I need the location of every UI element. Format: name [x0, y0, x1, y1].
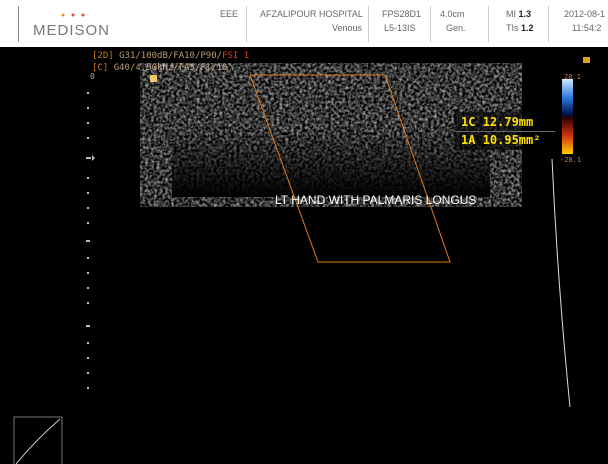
brand: MEDISON — [33, 22, 110, 39]
depth: 4.0cm — [440, 9, 465, 19]
separator — [246, 6, 247, 42]
scale-top: 28.1 — [564, 73, 581, 81]
measurement-id: 1C — [461, 115, 475, 129]
separator — [430, 6, 431, 42]
image-area — [0, 47, 608, 464]
probe: L5-13IS — [384, 23, 416, 33]
hospital: AFZALIPOUR HOSPITAL — [260, 9, 363, 19]
depth-fade — [172, 127, 490, 197]
separator — [368, 6, 369, 42]
tis-value: 1.2 — [521, 23, 534, 33]
status-icon — [583, 57, 590, 63]
separator — [488, 6, 489, 42]
date: 2012-08-1 — [564, 9, 605, 19]
mode: Gen. — [446, 23, 466, 33]
tis-label: TIs — [506, 23, 519, 33]
time: 11:54:2 — [572, 23, 601, 33]
mi-value: 1.3 — [519, 9, 532, 19]
top-bar: MEDISON EEE AFZALIPOUR HOSPITAL Venous F… — [0, 0, 608, 47]
frame-rate: FPS28D1 — [382, 9, 421, 19]
operator: EEE — [220, 9, 238, 19]
measurement-box: 1C 12.79mm 1A 10.95mm² — [455, 112, 555, 150]
measurement-id: 1A — [461, 133, 475, 147]
scale-bottom: -28.1 — [560, 156, 581, 164]
preset: Venous — [332, 23, 362, 33]
separator — [548, 6, 549, 42]
measurement-value: 12.79mm — [483, 115, 534, 129]
separator — [18, 6, 19, 42]
color-bar — [562, 79, 573, 154]
logo-dots — [60, 12, 90, 18]
tgc-curve — [552, 159, 570, 407]
measurement-value: 10.95mm² — [483, 133, 541, 147]
depth-ruler — [86, 92, 95, 389]
mi-label: MI — [506, 9, 516, 19]
ultrasound-screen: MEDISON EEE AFZALIPOUR HOSPITAL Venous F… — [0, 0, 608, 464]
gray-map-curve — [16, 419, 60, 464]
annotation: LT HAND WITH PALMARIS LONGUS — [275, 193, 476, 207]
